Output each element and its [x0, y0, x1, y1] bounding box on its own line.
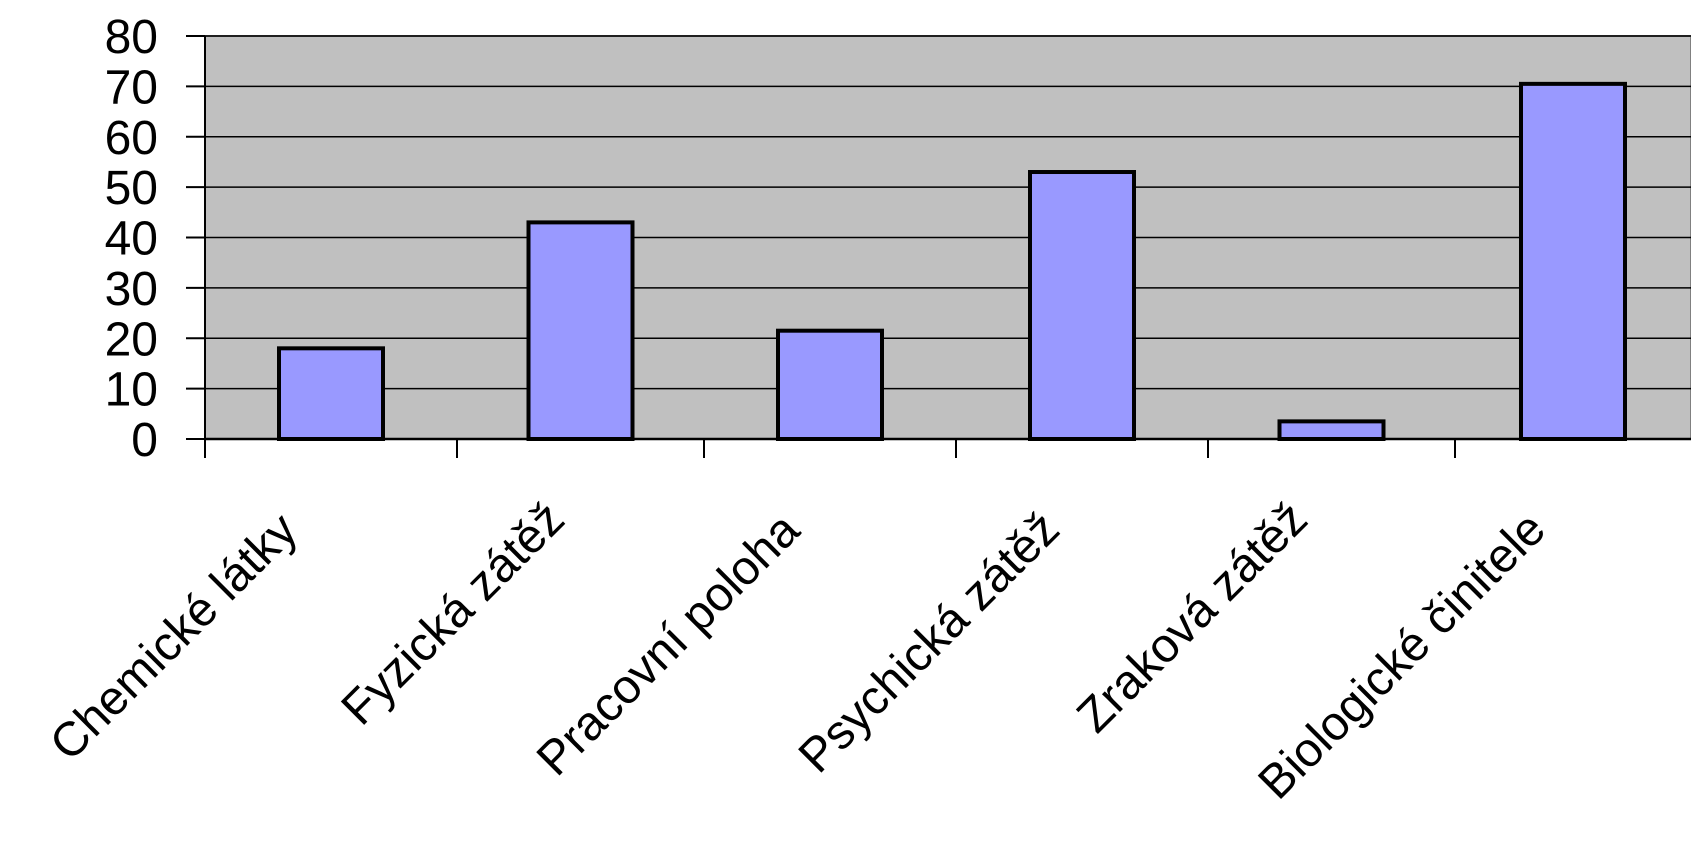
- y-tick-label: 0: [131, 414, 158, 467]
- bar-1: [277, 346, 385, 442]
- axes: [186, 35, 1691, 458]
- bar-2: [526, 220, 635, 441]
- category-label-1: Chemické látky: [40, 503, 308, 771]
- bar-6: [1519, 81, 1627, 441]
- y-tick-label: 60: [105, 112, 158, 165]
- bar-5: [1277, 419, 1386, 441]
- category-label-4: Psychická zátěž: [789, 502, 1070, 783]
- y-tick-label: 30: [105, 263, 158, 316]
- y-tick-label: 70: [105, 61, 158, 114]
- gridlines: [205, 35, 1691, 390]
- category-label-5: Zraková zátěž: [1067, 492, 1318, 743]
- category-label-2: Fyzická zátěž: [332, 492, 575, 735]
- y-tick-label: 50: [105, 162, 158, 215]
- y-tick-label: 10: [105, 364, 158, 417]
- category-label-3: Pracovní poloha: [527, 503, 810, 786]
- y-tick-label: 40: [105, 213, 158, 266]
- bar-4: [1028, 170, 1136, 441]
- y-tick-label: 80: [105, 11, 158, 64]
- bars: [277, 81, 1627, 442]
- bar-3: [776, 328, 884, 442]
- y-tick-label: 20: [105, 313, 158, 366]
